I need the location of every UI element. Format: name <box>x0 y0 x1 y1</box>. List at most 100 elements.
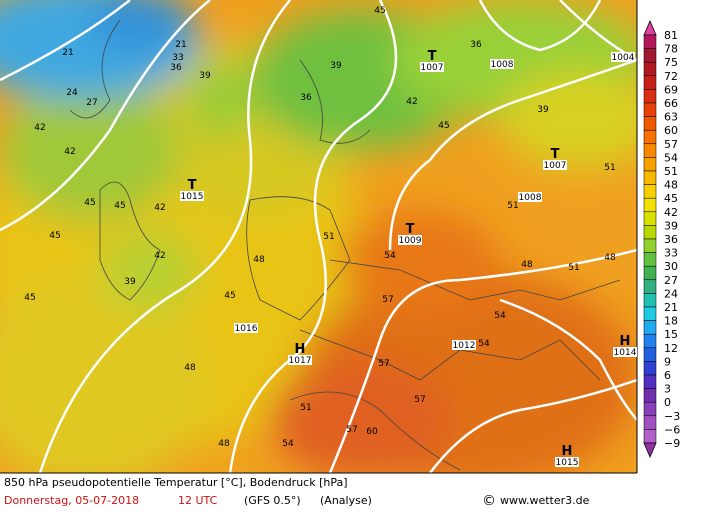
isobar-label-box <box>490 59 514 69</box>
temperature-contour-label: 51 <box>300 403 311 413</box>
legend-band <box>643 415 657 430</box>
temperature-contour-label: 48 <box>604 253 616 263</box>
pressure-value-box <box>555 457 579 467</box>
legend-tick-label: 39 <box>664 219 678 232</box>
legend-top-arrow <box>643 19 657 36</box>
legend-band <box>643 306 657 321</box>
map-labels: T1007T1007T1015T1009H1017H1014H101510081… <box>24 6 637 468</box>
pressure-symbol: T <box>188 178 197 193</box>
legend-tick-label: 30 <box>664 260 678 273</box>
legend-band <box>643 347 657 362</box>
temperature-contour-label: 51 <box>604 163 615 173</box>
legend-tick-label: 42 <box>664 206 678 219</box>
legend-tick-label: 24 <box>664 287 678 300</box>
legend-band <box>643 143 657 158</box>
isobar-label: 1008 <box>491 60 514 70</box>
legend-tick-label: 69 <box>664 83 678 96</box>
pressure-value-box <box>180 191 204 201</box>
footer-date: Donnerstag, 05-07-2018 <box>4 494 139 507</box>
legend-tick-label: 33 <box>664 247 678 260</box>
legend-tick-label: 60 <box>664 124 678 137</box>
pressure-value: 1007 <box>544 161 567 171</box>
footer-run: (Analyse) <box>320 494 372 507</box>
legend-tick-label: 63 <box>664 111 678 124</box>
temperature-contour-label: 60 <box>366 427 378 437</box>
temperature-contour-label: 45 <box>438 121 449 131</box>
legend-band <box>643 34 657 49</box>
temperature-contour-label: 42 <box>154 251 165 261</box>
footer-credit: www.wetter3.de <box>500 494 590 507</box>
legend-band <box>643 333 657 349</box>
legend-band <box>643 279 657 294</box>
legend-band <box>643 197 657 213</box>
temperature-contour-label: 57 <box>382 295 393 305</box>
legend-tick-label: 72 <box>664 70 678 83</box>
legend-band <box>643 102 657 117</box>
color-legend: 8178757269666360575451484542393633302724… <box>643 19 680 459</box>
legend-tick-label: 3 <box>664 383 671 396</box>
legend-tick-label: 15 <box>664 328 678 341</box>
pressure-value: 1015 <box>556 458 579 468</box>
legend-tick-label: 18 <box>664 315 678 328</box>
copyright-symbol: © <box>482 493 496 509</box>
isobar-label: 1016 <box>235 324 258 334</box>
temperature-contour-label: 21 <box>175 40 186 50</box>
pressure-symbol: H <box>295 342 306 357</box>
legend-tick-label: 6 <box>664 369 671 382</box>
pressure-symbol: T <box>428 49 437 64</box>
legend-band <box>643 157 657 172</box>
isobar-label: 1004 <box>612 53 635 63</box>
legend-tick-label: 78 <box>664 43 678 56</box>
temperature-contour-label: 36 <box>300 93 312 103</box>
temperature-contour-label: 45 <box>24 293 35 303</box>
temperature-contour-label: 39 <box>537 105 549 115</box>
pressure-value: 1014 <box>614 348 637 358</box>
legend-tick-label: 75 <box>664 56 678 69</box>
temperature-contour-label: 48 <box>218 439 230 449</box>
legend-tick-label: 57 <box>664 138 678 151</box>
temperature-contour-label: 57 <box>346 425 357 435</box>
legend-band <box>643 211 657 226</box>
footer-title: 850 hPa pseudopotentielle Temperatur [°C… <box>4 476 348 489</box>
legend-band <box>643 225 657 240</box>
pressure-value-box <box>398 235 422 245</box>
legend-band <box>643 361 657 376</box>
legend-tick-label: 0 <box>664 396 671 409</box>
pressure-symbol: T <box>406 222 415 237</box>
temperature-contour-label: 42 <box>154 203 165 213</box>
temperature-contour-label: 48 <box>521 260 533 270</box>
temperature-contour-label: 21 <box>62 48 73 58</box>
pressure-value-box <box>543 160 567 170</box>
legend-band <box>643 61 657 77</box>
pressure-value: 1017 <box>289 356 312 366</box>
isobar-label-box <box>611 52 635 62</box>
legend-band <box>643 238 657 253</box>
temperature-contour-label: 51 <box>323 232 334 242</box>
temperature-contour-label: 45 <box>114 201 125 211</box>
temperature-contour-label: 24 <box>66 88 78 98</box>
temperature-contour-label: 51 <box>507 201 518 211</box>
temperature-contour-label: 39 <box>199 71 211 81</box>
legend-tick-label: 48 <box>664 179 678 192</box>
pressure-value-box <box>288 355 312 365</box>
legend-tick-label: 27 <box>664 274 678 287</box>
legend-tick-label: −6 <box>664 423 680 436</box>
legend-tick-label: 12 <box>664 342 678 355</box>
legend-band <box>643 48 657 63</box>
isobar-label-box <box>452 340 476 350</box>
legend-band <box>643 170 657 185</box>
pressure-symbol: H <box>620 334 631 349</box>
pressure-value: 1015 <box>181 192 204 202</box>
legend-tick-label: −3 <box>664 410 680 423</box>
legend-tick-label: 45 <box>664 192 678 205</box>
legend-tick-label: 21 <box>664 301 678 314</box>
legend-tick-label: 54 <box>664 151 678 164</box>
legend-band <box>643 374 657 389</box>
map-area <box>0 0 637 473</box>
legend-band <box>643 89 657 104</box>
footer-model: (GFS 0.5°) <box>244 494 301 507</box>
temperature-field <box>0 0 637 473</box>
temperature-contour-label: 45 <box>224 291 235 301</box>
